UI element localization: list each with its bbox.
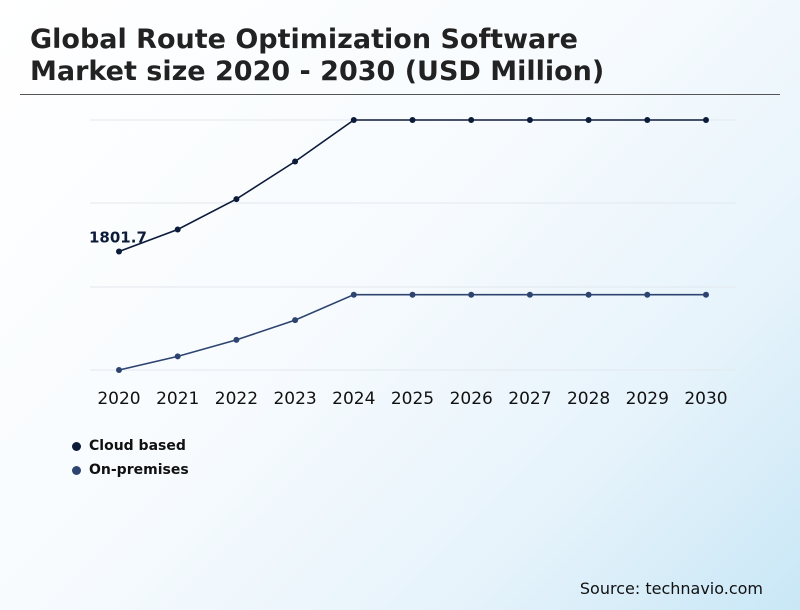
chart-title-line-2: Market size 2020 - 2030 (USD Million) [30, 56, 605, 87]
x-tick-label-2020: 2020 [97, 389, 140, 409]
data-label-0: 1801.7 [89, 228, 147, 246]
data-point-s1-2026 [468, 291, 475, 298]
x-tick-label-2022: 2022 [215, 389, 258, 409]
x-tick-label-2025: 2025 [391, 389, 434, 409]
legend-label-cloud-based: Cloud based [89, 438, 186, 454]
data-point-s1-2024 [350, 291, 357, 298]
x-tick-label-2026: 2026 [450, 389, 493, 409]
data-point-s0-2028 [585, 117, 592, 123]
chart-title: Global Route Optimization Software Marke… [30, 24, 730, 88]
legend-marker-icon [72, 465, 81, 475]
data-point-s1-2023 [292, 317, 299, 324]
data-point-s1-2029 [644, 291, 651, 298]
x-tick-label-2024: 2024 [332, 389, 375, 409]
x-tick-label-2030: 2030 [684, 389, 727, 409]
x-tick-label-2029: 2029 [626, 389, 669, 409]
data-point-s1-2020 [116, 367, 122, 373]
legend-label-on-premises: On-premises [89, 462, 189, 478]
data-point-s0-2027 [526, 117, 533, 123]
data-point-s1-2025 [409, 291, 416, 298]
data-point-s0-2024 [350, 117, 357, 123]
x-tick-label-2023: 2023 [273, 389, 316, 409]
data-point-s0-2023 [292, 158, 299, 165]
data-point-s0-2021 [174, 226, 181, 233]
legend-item-on-premises: On-premises [72, 458, 189, 482]
data-point-s0-2026 [468, 117, 475, 123]
data-point-s1-2027 [526, 291, 533, 298]
data-point-s0-2020 [116, 248, 122, 255]
legend-item-cloud-based: Cloud based [72, 434, 189, 458]
data-point-s1-2021 [174, 353, 181, 360]
x-tick-label-2028: 2028 [567, 389, 610, 409]
data-point-s1-2022 [233, 336, 240, 343]
x-tick-label-2027: 2027 [508, 389, 551, 409]
data-point-s0-2022 [233, 196, 240, 203]
data-point-s0-2030 [703, 117, 709, 123]
x-tick-label-2021: 2021 [156, 389, 199, 409]
series-line-0 [118, 119, 706, 253]
chart-title-line-1: Global Route Optimization Software [30, 24, 578, 55]
data-point-s0-2029 [644, 117, 651, 123]
title-divider [20, 94, 780, 95]
chart-legend: Cloud based On-premises [72, 434, 189, 482]
series-line-1 [118, 293, 706, 371]
data-point-s1-2028 [585, 291, 592, 298]
data-point-s0-2025 [409, 117, 416, 123]
data-point-s1-2030 [703, 291, 709, 298]
source-credit: Source: technavio.com [579, 579, 763, 598]
legend-marker-icon [72, 441, 81, 451]
